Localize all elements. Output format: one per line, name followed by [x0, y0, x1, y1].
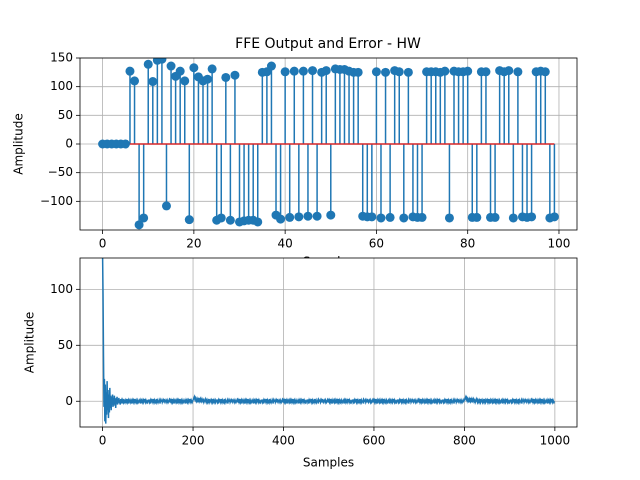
stem-marker: [504, 66, 514, 76]
stem-marker: [207, 64, 217, 74]
stem-marker: [440, 66, 450, 76]
stem-marker: [166, 61, 176, 71]
stem-marker: [417, 212, 427, 222]
x-tick-label: 100: [548, 237, 571, 251]
stem-marker: [253, 217, 263, 227]
x-tick-label: 1000: [540, 434, 571, 448]
y-axis-label: Amplitude: [12, 113, 26, 175]
y-tick-label: 150: [50, 51, 73, 65]
stem-marker: [276, 214, 286, 224]
stem-marker: [303, 211, 313, 221]
stem-marker: [157, 58, 167, 64]
stem-marker: [189, 63, 199, 73]
stem-marker: [298, 66, 308, 76]
stem-marker: [385, 212, 395, 222]
error-line: [101, 258, 556, 424]
stem-marker: [394, 67, 404, 77]
stem-marker: [463, 66, 473, 76]
stem-marker: [312, 211, 322, 221]
stem-marker: [225, 215, 235, 225]
y-tick-label: 50: [58, 108, 73, 122]
stem-marker: [125, 66, 135, 76]
stem-marker: [508, 213, 518, 223]
y-tick-label: 100: [50, 79, 73, 93]
stem-marker: [399, 213, 409, 223]
stem-marker: [139, 213, 149, 223]
stem-marker: [444, 213, 454, 223]
stem-marker: [148, 77, 158, 87]
stem-marker: [130, 76, 140, 86]
x-tick-label: 20: [186, 237, 201, 251]
stem-marker: [472, 212, 482, 222]
stem-marker: [221, 72, 231, 82]
stem-marker: [481, 67, 491, 77]
stem-marker: [289, 66, 299, 76]
stem-marker: [203, 74, 213, 84]
x-axis-label: Samples: [303, 456, 354, 470]
stem-marker: [381, 67, 391, 77]
y-tick-label: −100: [40, 194, 73, 208]
y-axis-label: Amplitude: [23, 312, 37, 374]
stem-marker: [367, 212, 377, 222]
x-tick-label: 40: [278, 237, 293, 251]
stem-marker: [120, 139, 130, 149]
y-tick-label: 50: [58, 338, 73, 352]
plot-area: [101, 258, 556, 424]
stem-marker: [549, 212, 559, 222]
y-tick-label: 100: [50, 282, 73, 296]
x-tick-label: 0: [99, 434, 107, 448]
stem-marker: [143, 59, 153, 69]
stem-marker: [161, 201, 171, 211]
stem-marker: [371, 67, 381, 77]
stem-marker: [230, 70, 240, 80]
stem-marker: [285, 212, 295, 222]
stem-marker: [184, 215, 194, 225]
x-tick-label: 600: [363, 434, 386, 448]
stem-marker: [513, 67, 523, 77]
y-tick-label: 0: [65, 137, 73, 151]
stem-marker: [180, 76, 190, 86]
stem-marker: [490, 212, 500, 222]
x-tick-label: 80: [460, 237, 475, 251]
axes-frame: [79, 257, 578, 428]
chart-title: FFE Output and Error - HW: [235, 36, 421, 52]
stem-marker: [321, 66, 331, 76]
stem-marker: [540, 67, 550, 77]
x-tick-label: 800: [453, 434, 476, 448]
stem-marker: [175, 66, 185, 76]
stem-marker: [353, 67, 363, 77]
stem-marker: [403, 67, 413, 77]
stem-marker: [280, 67, 290, 77]
y-tick-label: −50: [48, 165, 73, 179]
y-tick-label: 0: [65, 394, 73, 408]
stem-marker: [134, 220, 144, 230]
plot-area: [98, 58, 559, 230]
x-tick-label: 0: [99, 237, 107, 251]
stem-marker: [266, 61, 276, 71]
x-tick-label: 200: [182, 434, 205, 448]
stem-marker: [527, 212, 537, 222]
stem-marker: [294, 212, 304, 222]
stem-marker: [308, 66, 318, 76]
stem-marker: [326, 210, 336, 220]
stem-marker: [376, 213, 386, 223]
x-tick-label: 400: [272, 434, 295, 448]
x-tick-label: 60: [369, 237, 384, 251]
stem-marker: [216, 213, 226, 223]
axes-frame: [79, 57, 578, 231]
